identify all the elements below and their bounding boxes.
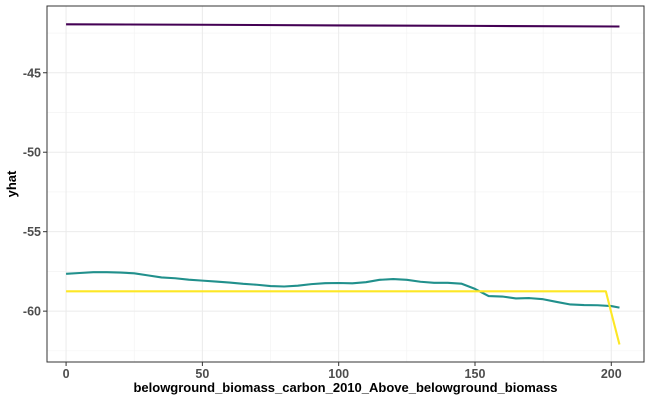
grid-layer: [47, 6, 644, 362]
series-line-3: [66, 290, 621, 345]
series-layer: [66, 23, 621, 345]
series-line-1: [66, 23, 620, 28]
x-tick-label: 50: [195, 367, 209, 381]
y-tick-label: -60: [23, 305, 41, 319]
x-tick-label: 150: [465, 367, 486, 381]
plot-panel: [47, 6, 644, 362]
plot-panel-border: [46, 5, 645, 363]
x-tick-label: 0: [63, 367, 70, 381]
y-tick-label: -50: [23, 146, 41, 160]
x-axis-title: belowground_biomass_carbon_2010_Above_be…: [133, 380, 557, 395]
series-line-2: [66, 271, 620, 309]
x-tick-label: 200: [601, 367, 622, 381]
y-axis-title: yhat: [4, 170, 19, 197]
x-tick-label: 100: [328, 367, 349, 381]
y-tick-label: -45: [23, 66, 41, 80]
axis-layer: 0 50 100 150 200 -45 -50 -55 -60: [23, 66, 622, 381]
y-tick-label: -55: [23, 225, 41, 239]
